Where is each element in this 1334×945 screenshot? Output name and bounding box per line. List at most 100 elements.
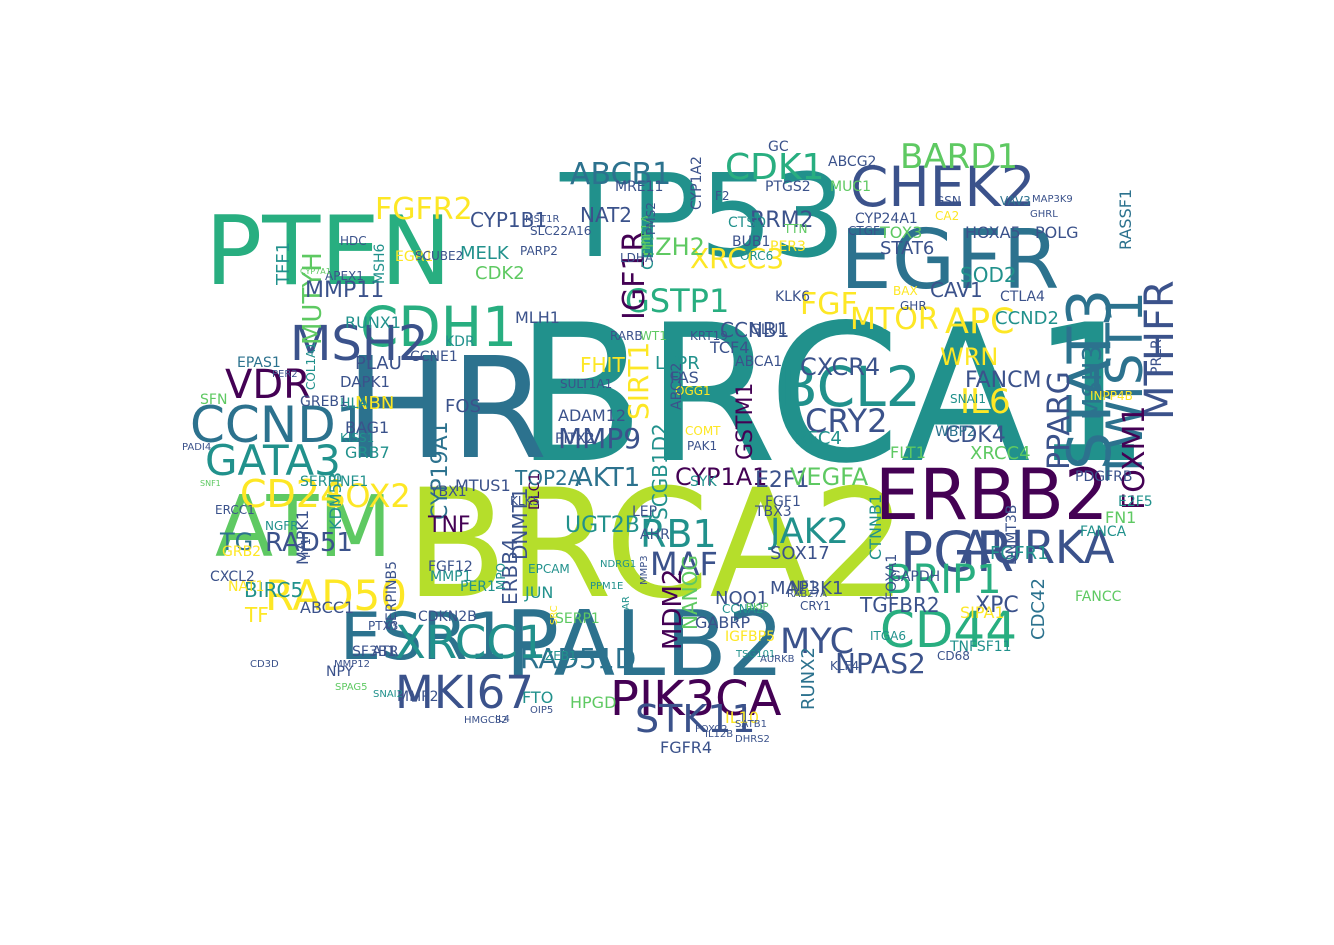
cloud-word: CRY1 [800, 599, 831, 613]
cloud-word: BRCA2 [405, 458, 908, 632]
cloud-word: TTN [784, 222, 808, 236]
cloud-word: BAG1 [345, 418, 390, 437]
cloud-word: WT1 [640, 329, 667, 343]
cloud-word: TNFSF11 [950, 639, 1012, 655]
cloud-word: FGF1 [765, 494, 801, 510]
cloud-word: PIK3CA [610, 671, 782, 727]
cloud-word: CCNB1 [720, 318, 790, 342]
cloud-word: LEPR [655, 353, 700, 374]
cloud-word: PTEN [205, 197, 452, 307]
cloud-word: CYP1A1 [675, 463, 768, 491]
cloud-word: SOX2 [325, 477, 411, 515]
cloud-word: BUB1 [732, 234, 771, 250]
cloud-word: SNAI2 [373, 689, 403, 700]
cloud-word: LEP [632, 504, 658, 520]
cloud-word: HR [345, 328, 548, 491]
cloud-word: OIP5 [530, 705, 554, 716]
cloud-word: COL1A1 [304, 342, 318, 390]
cloud-word: FOS [445, 396, 481, 417]
cloud-word: TNF [428, 513, 471, 538]
cloud-word: SERP1 [555, 611, 600, 627]
cloud-word: CDKN2B [418, 609, 477, 625]
cloud-word: TCF4 [710, 338, 750, 357]
cloud-word: MKI67 [395, 666, 534, 719]
cloud-word: E2F1 [755, 468, 810, 493]
cloud-word: HLA [340, 396, 369, 412]
cloud-word: CDC42 [1028, 578, 1049, 640]
cloud-word: EGR1 [395, 249, 434, 265]
cloud-word: TGFBR2 [860, 593, 940, 617]
cloud-word: MUC1 [830, 179, 872, 195]
cloud-word: BRIP1 [885, 557, 1002, 603]
cloud-word: GSN [935, 194, 961, 208]
cloud-word: FHIT [580, 353, 625, 377]
cloud-word: SIPA1 [960, 603, 1005, 622]
cloud-word: CTGF [848, 224, 880, 238]
cloud-word: AKT1 [575, 463, 641, 493]
cloud-word: MMP12 [334, 659, 371, 670]
cloud-word: RARB [610, 329, 643, 343]
cloud-word: FTO [522, 688, 554, 707]
cloud-word: ESR1 [340, 600, 509, 675]
cloud-word: GABRP [695, 613, 751, 632]
cloud-word: STAT6 [880, 238, 935, 259]
cloud-word: GATA3 [205, 436, 341, 485]
cloud-word: BAX [893, 284, 918, 298]
cloud-word: XPC [975, 593, 1019, 618]
cloud-word: NBN [355, 393, 395, 414]
cloud-word: SERPINE1 [300, 474, 369, 490]
cloud-word: NGFR [265, 519, 299, 533]
cloud-word: KLF4 [830, 659, 860, 673]
cloud-word: EPCAM [528, 562, 570, 576]
cloud-word: KDR [445, 334, 475, 350]
cloud-word: MAF [650, 545, 718, 583]
cloud-word: SRC [549, 605, 560, 625]
cloud-word: TOX3 [880, 223, 923, 242]
cloud-word: PER3 [770, 239, 806, 255]
cloud-word: CYP1B1 [470, 208, 548, 232]
cloud-word: GREB1 [300, 394, 348, 410]
cloud-word: WRN [940, 343, 999, 371]
cloud-word: POLG [1035, 223, 1079, 242]
cloud-word: CD68 [937, 649, 970, 663]
cloud-word: VAV3 [1000, 194, 1031, 208]
cloud-word: FGFR4 [660, 738, 713, 757]
cloud-word: CYP19A1 [428, 421, 453, 520]
cloud-word: AHR [640, 527, 670, 543]
cloud-word: SIRT1 [622, 341, 655, 420]
cloud-word: MPO [494, 562, 508, 590]
cloud-word: STK11 [635, 697, 756, 741]
cloud-word: NQO1 [715, 588, 769, 609]
cloud-word: MMP1 [430, 569, 472, 585]
cloud-word: SLC22A16 [530, 224, 592, 238]
cloud-word: TF [245, 603, 269, 627]
cloud-word: BRCA1 [515, 284, 1152, 505]
cloud-word: CD3D [250, 659, 279, 670]
cloud-word: CDK2 [475, 263, 525, 284]
cloud-word: XRCC3 [690, 242, 785, 275]
cloud-word: FANCC [1075, 589, 1122, 605]
cloud-word: AURKB [760, 654, 795, 665]
cloud-word: FANCA [1080, 524, 1127, 540]
cloud-word: EPAS1 [237, 355, 281, 371]
cloud-word: RAD51 [265, 528, 353, 558]
cloud-word: FGFR2 [375, 192, 473, 227]
cloud-word: CTSD [728, 215, 766, 231]
cloud-word: YY1 [299, 537, 313, 560]
cloud-word: NAT2 [580, 203, 633, 227]
cloud-word: E2F5 [1118, 494, 1153, 510]
cloud-word: RAD51D [520, 642, 637, 675]
cloud-word: MMP11 [305, 278, 385, 303]
cloud-word: DHRS2 [735, 734, 770, 745]
cloud-word: ITGA6 [870, 629, 907, 643]
cloud-word: APEX1 [325, 269, 364, 283]
cloud-word: MYC [780, 622, 855, 662]
cloud-word: CYP24A1 [855, 211, 918, 227]
cloud-word: PDGFRB [1075, 469, 1133, 485]
cloud-word: ABCB1 [570, 157, 672, 192]
cloud-word: ORC6 [740, 249, 774, 263]
cloud-word: EZH2 [640, 233, 705, 261]
cloud-word: IGFBP5 [725, 629, 775, 645]
cloud-word: KRT19 [690, 329, 728, 343]
cloud-word: WBP2 [935, 424, 976, 440]
